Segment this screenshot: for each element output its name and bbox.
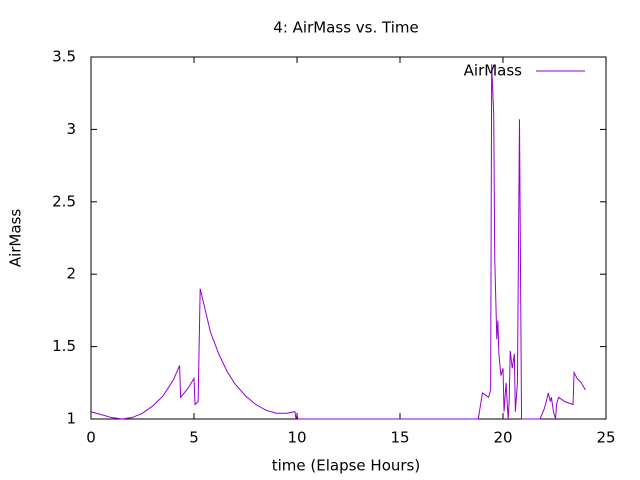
y-tick-label: 2: [66, 265, 76, 283]
legend-label: AirMass: [464, 62, 523, 80]
y-tick-label: 1: [66, 410, 76, 428]
y-tick-label: 3: [66, 120, 76, 138]
chart-title: 4: AirMass vs. Time: [273, 19, 418, 37]
data-line: [90, 64, 586, 420]
y-tick-label: 3.5: [52, 48, 76, 66]
x-tick-label: 25: [596, 429, 615, 447]
x-tick-label: 0: [86, 429, 96, 447]
x-tick-label: 15: [390, 429, 409, 447]
x-tick-label: 20: [493, 429, 512, 447]
y-tick-label: 1.5: [52, 337, 76, 355]
x-tick-label: 5: [189, 429, 199, 447]
x-tick-label: 10: [287, 429, 306, 447]
x-axis-label: time (Elapse Hours): [272, 457, 420, 475]
plot-frame: [90, 56, 607, 420]
y-axis-label: AirMass: [7, 209, 25, 268]
y-tick-label: 2.5: [52, 192, 76, 210]
